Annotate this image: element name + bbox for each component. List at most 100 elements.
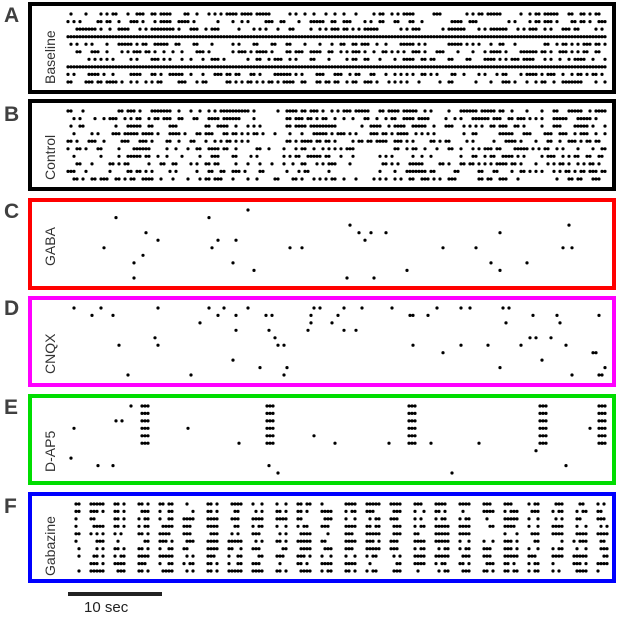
spike-dot	[411, 27, 415, 31]
spike-dot	[251, 562, 255, 566]
spike-dot	[288, 50, 292, 54]
spike-dot	[555, 177, 559, 181]
spike-dot	[507, 35, 511, 39]
spike-dot	[213, 27, 217, 31]
spike-dot	[597, 373, 601, 377]
spike-dot	[84, 12, 88, 16]
spike-dot	[102, 246, 106, 250]
spike-dot	[411, 169, 415, 173]
spike-dot	[501, 27, 505, 31]
spike-dot	[375, 35, 379, 39]
spike-dot	[209, 554, 213, 558]
spike-dot	[504, 139, 508, 143]
spike-dot	[138, 27, 142, 31]
spike-dot	[564, 117, 568, 121]
spike-dot	[435, 65, 439, 69]
spike-dot	[213, 117, 217, 121]
spike-dot	[299, 539, 303, 543]
spike-dot	[113, 509, 117, 513]
spike-dot	[605, 554, 609, 558]
spike-dot	[506, 562, 510, 566]
spike-dot	[546, 139, 550, 143]
spike-dot	[228, 65, 232, 69]
spike-dot	[321, 109, 325, 113]
spike-dot	[375, 80, 379, 84]
spike-dot	[351, 57, 355, 61]
spike-dot	[372, 35, 376, 39]
spike-dot	[483, 50, 487, 54]
spike-dot	[461, 509, 465, 513]
spike-dot	[132, 109, 136, 113]
spike-dot	[213, 139, 217, 143]
spike-dot	[111, 117, 115, 121]
spike-dot	[510, 132, 514, 136]
spike-dot	[137, 554, 141, 558]
spike-dot	[276, 343, 280, 347]
spike-dot	[366, 57, 370, 61]
spike-dot	[510, 154, 514, 158]
spike-dot	[294, 139, 298, 143]
spike-dot	[501, 35, 505, 39]
spike-dot	[147, 162, 151, 166]
spike-dot	[258, 147, 262, 151]
spike-dot	[75, 27, 79, 31]
spike-dot	[486, 12, 490, 16]
spike-dot	[123, 35, 127, 39]
spike-dot	[216, 20, 220, 24]
spike-dot	[294, 124, 298, 128]
spike-dot	[557, 569, 561, 573]
spike-dot	[140, 411, 144, 415]
spike-dot	[89, 532, 93, 536]
spike-dot	[318, 80, 322, 84]
spike-dot	[276, 72, 280, 76]
spike-dot	[399, 72, 403, 76]
spike-dot	[546, 12, 550, 16]
spike-dot	[129, 132, 133, 136]
spike-dot	[315, 35, 319, 39]
spike-dot	[180, 154, 184, 158]
spike-dot	[411, 65, 415, 69]
spike-dot	[138, 124, 142, 128]
spike-dot	[402, 65, 406, 69]
spike-dot	[483, 162, 487, 166]
spike-dot	[231, 35, 235, 39]
spike-dot	[77, 547, 81, 551]
spike-dot	[189, 373, 193, 377]
spike-dot	[480, 35, 484, 39]
spike-dot	[411, 154, 415, 158]
spike-dot	[162, 50, 166, 54]
spike-dot	[78, 124, 82, 128]
spike-dot	[422, 562, 426, 566]
spike-dot	[522, 65, 526, 69]
spike-dot	[265, 441, 269, 445]
spike-dot	[443, 562, 447, 566]
spike-dot	[174, 35, 178, 39]
spike-dot	[374, 569, 378, 573]
spike-dot	[249, 35, 253, 39]
spike-dot	[543, 12, 547, 16]
spike-dot	[153, 72, 157, 76]
spike-dot	[389, 539, 393, 543]
spike-dot	[395, 569, 399, 573]
spike-dot	[543, 65, 547, 69]
spike-dot	[350, 509, 354, 513]
spike-dot	[504, 154, 508, 158]
spike-dot	[297, 117, 301, 121]
spike-dot	[345, 50, 349, 54]
spike-dot	[132, 50, 136, 54]
panel-a-label: Baseline	[42, 30, 58, 84]
spike-dot	[501, 154, 505, 158]
spike-dot	[321, 124, 325, 128]
spike-dot	[300, 246, 304, 250]
spike-dot	[219, 12, 223, 16]
spike-dot	[162, 109, 166, 113]
spike-dot	[582, 20, 586, 24]
spike-dot	[395, 539, 399, 543]
spike-dot	[477, 42, 481, 46]
spike-dot	[437, 532, 441, 536]
spike-dot	[420, 65, 424, 69]
spike-dot	[215, 502, 219, 506]
spike-dot	[165, 35, 169, 39]
spike-dot	[534, 117, 538, 121]
spike-dot	[156, 80, 160, 84]
